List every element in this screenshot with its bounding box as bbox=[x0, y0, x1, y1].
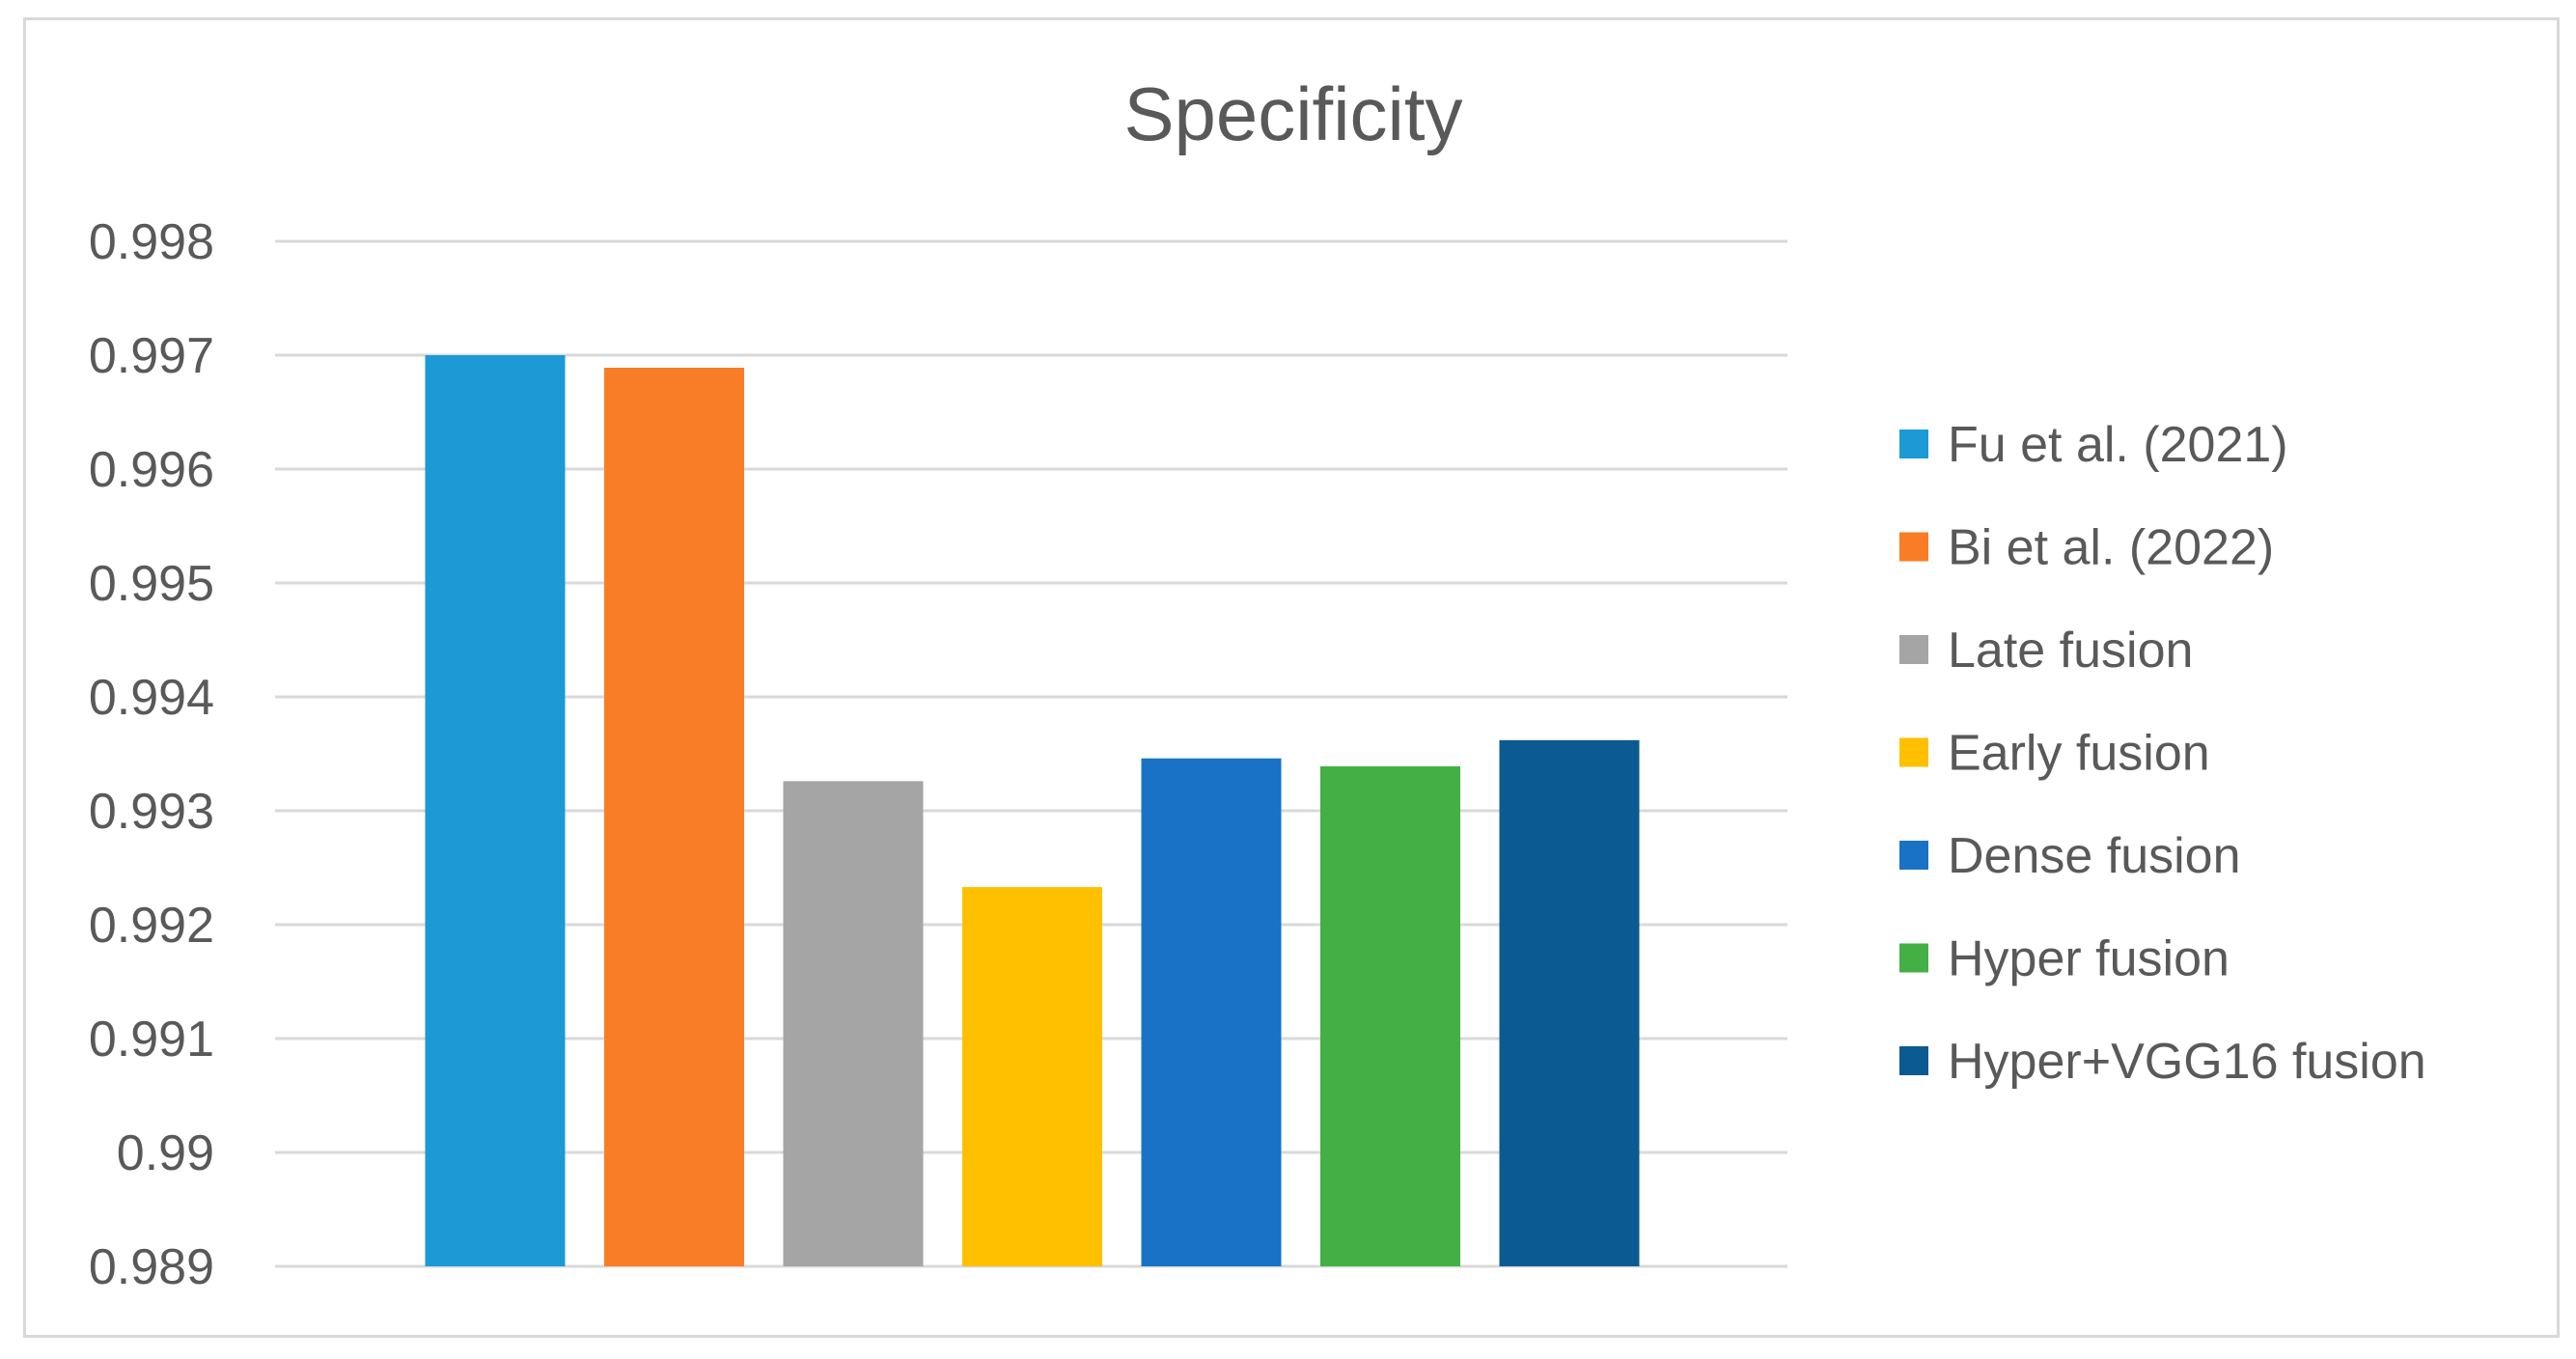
y-tick-label: 0.998 bbox=[89, 214, 214, 270]
y-tick-label: 0.991 bbox=[89, 1012, 214, 1068]
y-tick-label: 0.99 bbox=[117, 1125, 214, 1181]
bar-hyper-fusion bbox=[1320, 765, 1460, 1266]
y-tick-label: 0.993 bbox=[89, 784, 214, 840]
legend-label: Dense fusion bbox=[1948, 828, 2241, 884]
chart-title: Specificity bbox=[1123, 71, 1462, 156]
legend-swatch bbox=[1899, 430, 1928, 458]
bar-fu-et-al-2021 bbox=[425, 355, 566, 1266]
legend-label: Late fusion bbox=[1948, 623, 2193, 679]
y-tick-label: 0.995 bbox=[89, 556, 214, 612]
y-tick-label: 0.992 bbox=[89, 898, 214, 954]
legend-swatch bbox=[1899, 635, 1928, 664]
y-tick-label: 0.989 bbox=[89, 1239, 214, 1295]
bar-hyper-vgg16-fusion bbox=[1499, 739, 1640, 1266]
legend: Fu et al. (2021) Bi et al. (2022) Late fus… bbox=[1899, 417, 2426, 1090]
y-tick-label: 0.994 bbox=[89, 670, 214, 726]
bar-late-fusion bbox=[783, 781, 924, 1266]
bar-bi-et-al-2022 bbox=[604, 367, 744, 1267]
bar-early-fusion bbox=[962, 887, 1102, 1266]
legend-swatch bbox=[1899, 737, 1928, 767]
legend-swatch bbox=[1899, 532, 1928, 562]
y-axis-ticks: 0.998 0.997 0.996 0.995 0.994 0.993 0.992 0.991… bbox=[89, 214, 214, 1295]
legend-swatch bbox=[1899, 841, 1928, 870]
legend-swatch bbox=[1899, 943, 1928, 973]
legend-label: Hyper+VGG16 fusion bbox=[1948, 1034, 2426, 1090]
y-tick-label: 0.996 bbox=[89, 442, 214, 498]
bars bbox=[425, 355, 1640, 1267]
legend-label: Fu et al. (2021) bbox=[1948, 417, 2288, 473]
y-tick-label: 0.997 bbox=[89, 328, 214, 384]
legend-label: Hyper fusion bbox=[1948, 931, 2230, 987]
legend-swatch bbox=[1899, 1046, 1928, 1075]
legend-label: Bi et al. (2022) bbox=[1948, 520, 2274, 576]
bar-dense-fusion bbox=[1141, 758, 1282, 1266]
legend-label: Early fusion bbox=[1948, 726, 2210, 782]
